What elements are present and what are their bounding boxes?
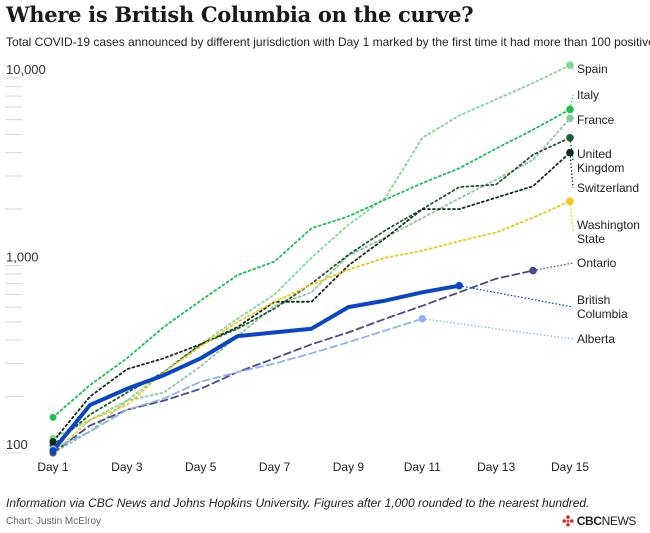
y-grid (5, 77, 22, 454)
series-label-united-kingdom: Kingdom (577, 161, 624, 175)
x-tick-label: Day 15 (551, 460, 589, 474)
chart-subtitle: Total COVID-19 cases announced by differ… (6, 35, 650, 49)
chart-title: Where is British Columbia on the curve? (6, 2, 474, 27)
series-line-switzerland (52, 151, 571, 443)
logo-wordmark: CBCNEWS (576, 514, 637, 528)
series-endpoints (49, 61, 574, 457)
label-connector-washington-state (569, 201, 574, 233)
series-label-washington-state: State (577, 232, 605, 246)
series-label-spain: Spain (577, 62, 608, 76)
series-line-british-columbia (51, 283, 462, 453)
line-chart: 100 1,000 10,000 Day 1 Day 3 Day 5 Day 7 Day 9… (5, 61, 640, 474)
series-line-ontario (52, 269, 534, 454)
label-connector-alberta (422, 318, 574, 340)
logo-prefix: CBC (576, 514, 602, 528)
series-start-dot-british-columbia (49, 447, 57, 455)
series-end-dot-british-columbia (455, 281, 464, 290)
x-tick-label: Day 1 (37, 460, 69, 474)
series-label-france: France (577, 113, 615, 127)
series-end-dot-france (566, 114, 574, 123)
series-label-british-columbia: Columbia (577, 307, 628, 321)
x-tick-label: Day 7 (259, 460, 291, 474)
series-line-alberta (52, 317, 424, 450)
series-end-dot-united-kingdom (566, 133, 574, 142)
x-tick-label: Day 9 (333, 460, 365, 474)
x-tick-label: Day 13 (477, 460, 515, 474)
series-label-alberta: Alberta (577, 332, 615, 346)
x-tick-label: Day 3 (111, 460, 143, 474)
series-end-dot-ontario (529, 266, 537, 275)
series-label-united-kingdom: United (577, 147, 612, 161)
y-tick-label: 10,000 (6, 62, 46, 77)
series-label-italy: Italy (577, 88, 599, 102)
label-connector-italy (569, 94, 574, 110)
chart-credit: Chart: Justin McElroy (6, 516, 102, 527)
label-connector-switzerland (569, 152, 574, 189)
cbc-news-logo: CBCNEWS (562, 514, 636, 528)
footnote: Information via CBC News and Johns Hopki… (6, 496, 590, 510)
x-tick-label: Day 11 (404, 460, 441, 474)
series-end-dot-spain (566, 61, 574, 70)
series-label-switzerland: Switzerland (577, 181, 639, 195)
y-axis-labels: 100 1,000 10,000 (6, 62, 46, 452)
series-label-washington-state: Washington (577, 218, 640, 232)
x-axis-labels: Day 1 Day 3 Day 5 Day 7 Day 9 Day 11 Day 13 Day… (37, 460, 589, 474)
series-end-dot-washington-state (566, 197, 574, 206)
label-connector-british-columbia (459, 285, 574, 308)
series-line-italy (52, 108, 571, 419)
series-start-dot-switzerland (49, 438, 57, 446)
series-line-spain (52, 64, 571, 440)
series-end-dot-switzerland (566, 148, 574, 157)
cbc-gem-icon (562, 515, 574, 527)
series-start-dot-italy (49, 413, 57, 421)
series-label-ontario: Ontario (577, 256, 617, 270)
y-tick-label: 1,000 (6, 250, 39, 265)
series-lines (51, 64, 571, 454)
x-tick-label: Day 5 (185, 460, 217, 474)
label-connector-ontario (532, 262, 574, 272)
series-line-washington-state (52, 200, 571, 454)
series-end-dot-alberta (418, 314, 427, 323)
y-tick-label: 100 (6, 437, 28, 452)
series-end-dot-italy (566, 105, 574, 114)
logo-suffix: NEWS (601, 514, 637, 528)
series-label-british-columbia: British (577, 293, 610, 307)
